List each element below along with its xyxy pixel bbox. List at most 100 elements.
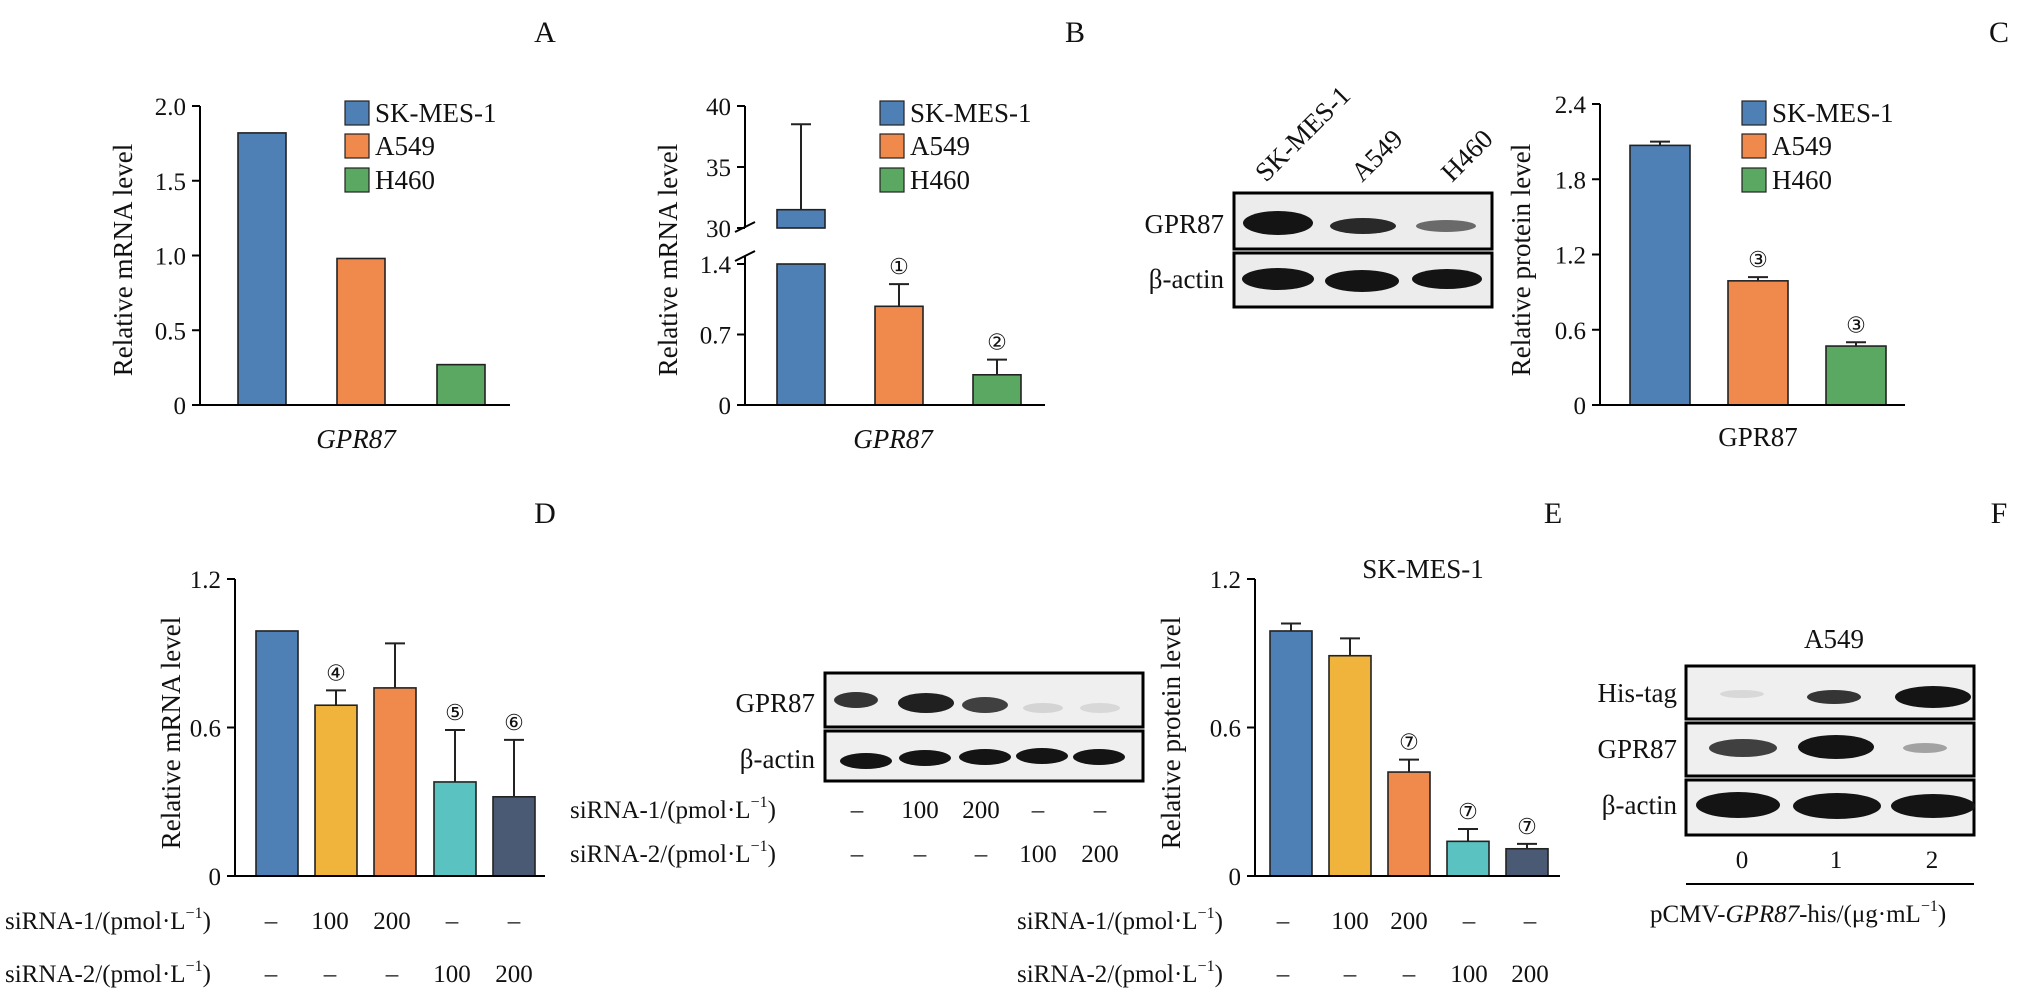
blot-d-label-gpr87: GPR87 — [735, 688, 815, 718]
cond-d-si2-value: – — [323, 961, 337, 988]
chart-c-annotation-2: ③ — [1748, 247, 1768, 272]
blot-f-band-gpr87-1 — [1709, 739, 1777, 757]
legend-b-swatch-a549 — [879, 133, 905, 159]
chart-b-lower-tick-label: 0.7 — [700, 323, 731, 350]
chart-d-bar-5 — [492, 795, 536, 877]
cond-blot-si2-value: 200 — [1081, 841, 1119, 868]
chart-c-tick-label: 0.6 — [1555, 318, 1586, 345]
blot-c-lane-sk-mes-1: SK-MES-1 — [1249, 80, 1356, 187]
blot-c-band-actin-3 — [1412, 269, 1482, 289]
cond-e-si2-value: – — [1276, 961, 1290, 988]
chart-d-bar-4 — [433, 781, 477, 877]
cond-d-si1-label: siRNA-1/(pmol·L−1) — [5, 905, 211, 935]
cond-d-si2-label: siRNA-2/(pmol·L−1) — [5, 958, 211, 988]
chart-a-ylabel: Relative mRNA level — [108, 144, 138, 376]
chart-b-legend: SK-MES-1 A549 H460 — [879, 98, 1032, 195]
chart-b-upper-tick-label: 35 — [706, 155, 731, 182]
legend-c-swatch-sk-mes-1 — [1741, 100, 1767, 126]
blot-f: A549 His-tag GPR87 β-actin 0 1 2 pCMV-GP… — [1597, 624, 1976, 928]
chart-a: Relative mRNA level 00.51.01.52.0 GPR87 … — [108, 94, 510, 454]
blot-c-band-gpr87-2 — [1330, 218, 1396, 234]
cond-blot-si1-value: – — [1031, 797, 1045, 824]
chart-c-bar-3 — [1825, 345, 1887, 406]
blot-c-lane-a549: A549 — [1345, 124, 1409, 188]
blot-d-label-actin: β-actin — [740, 744, 816, 774]
cond-d-si2-value: 200 — [495, 961, 533, 988]
chart-e-ylabel: Relative protein level — [1156, 617, 1186, 849]
blot-f-xlabel-post: -his/(μg·mL — [1799, 901, 1921, 928]
legend-a-swatch-sk-mes-1 — [344, 100, 370, 126]
chart-d-bar-2 — [314, 704, 358, 877]
cond-d-si1-value: 200 — [373, 908, 411, 935]
chart-c-annotation-3: ③ — [1846, 312, 1866, 337]
panel-label-e: E — [1544, 497, 1562, 530]
cond-e-si1-close: ) — [1215, 908, 1223, 935]
chart-c-tick-label: 0 — [1574, 393, 1587, 420]
chart-c-bar-2 — [1727, 280, 1789, 406]
chart-e-bar-1 — [1269, 630, 1313, 877]
chart-e-bar-4 — [1446, 840, 1490, 877]
chart-d-bar-3 — [373, 687, 417, 877]
cond-e-si2-close: ) — [1215, 961, 1223, 988]
chart-a-tick-label: 0 — [174, 393, 187, 420]
chart-b: Relative mRNA level 0 0.7 1.4 30 35 40 ① ② GPR… — [653, 94, 1045, 454]
cond-e-si1-value: – — [1276, 908, 1290, 935]
chart-b-xlabel: GPR87 — [853, 424, 934, 454]
blot-f-dose-0: 0 — [1736, 847, 1749, 874]
cond-d-si1-value: – — [264, 908, 278, 935]
chart-a-legend: SK-MES-1 A549 H460 — [344, 98, 497, 195]
blot-f-xlabel-gene: GPR87 — [1726, 901, 1801, 928]
chart-b-upper-tick-label: 40 — [706, 94, 731, 121]
chart-c-legend: SK-MES-1 A549 H460 — [1741, 98, 1894, 195]
cond-e-si1-sup: −1 — [1198, 905, 1215, 922]
panel-label-d: D — [534, 497, 556, 530]
legend-c-swatch-h460 — [1741, 167, 1767, 193]
legend-b-swatch-h460 — [879, 167, 905, 193]
blot-f-band-his-1 — [1720, 690, 1764, 698]
chart-e: Relative protein level SK-MES-1 00.61.2 … — [1156, 554, 1560, 891]
chart-d-tick-label: 0 — [209, 864, 222, 891]
chart-a-xlabel: GPR87 — [316, 424, 397, 454]
blot-d-band-gpr87-1 — [834, 692, 878, 708]
chart-b-bar-3 — [972, 373, 1022, 406]
chart-e-bar-3 — [1387, 771, 1431, 877]
cond-d-si2-value: 100 — [433, 961, 471, 988]
blot-f-band-his-3 — [1895, 686, 1971, 708]
chart-a-tick-label: 2.0 — [155, 94, 186, 121]
cond-d-si1-value: – — [507, 908, 521, 935]
chart-d-bar-1 — [255, 630, 299, 877]
blot-f-label-gpr87: GPR87 — [1597, 734, 1677, 764]
legend-a-h460: H460 — [375, 165, 435, 195]
panel-label-a: A — [534, 16, 556, 49]
blot-f-xlabel-close: ) — [1938, 901, 1946, 928]
blot-d-band-actin-4 — [1016, 748, 1068, 764]
cond-blot-si2-label: siRNA-2/(pmol·L−1) — [570, 838, 776, 868]
blot-f-band-actin-3 — [1891, 794, 1975, 818]
chart-e-tick-label: 0 — [1229, 864, 1242, 891]
chart-b-upper-tick-label: 30 — [706, 216, 731, 243]
legend-b-a549: A549 — [910, 131, 970, 161]
blot-f-xlabel-pre: pCMV- — [1650, 901, 1726, 928]
cond-blot-si1-value: 200 — [962, 797, 1000, 824]
chart-c-ylabel: Relative protein level — [1506, 144, 1536, 376]
legend-b-h460: H460 — [910, 165, 970, 195]
blot-c-label-actin: β-actin — [1149, 264, 1225, 294]
chart-b-annotation-2: ① — [889, 254, 909, 279]
chart-b-lower-tick-label: 0 — [719, 393, 732, 420]
legend-c-h460: H460 — [1772, 165, 1832, 195]
chart-b-upper-bar-1 — [776, 208, 826, 229]
chart-e-bar-5 — [1505, 847, 1549, 877]
cond-blot-si2-close: ) — [768, 841, 776, 868]
chart-b-annotation-3: ② — [987, 330, 1007, 355]
cond-d-si1-text: siRNA-1/(pmol·L — [5, 908, 186, 935]
chart-e-tick-label: 0.6 — [1210, 716, 1241, 743]
cond-blot-si2-text: siRNA-2/(pmol·L — [570, 841, 751, 868]
cond-e-si1-value: 100 — [1331, 908, 1369, 935]
cond-blot-si1-value: – — [1093, 797, 1107, 824]
blot-f-title: A549 — [1804, 624, 1864, 654]
cond-e-si1-value: – — [1462, 908, 1476, 935]
chart-b-lower-bar-1 — [776, 263, 826, 406]
chart-c-xlabel: GPR87 — [1718, 422, 1798, 452]
chart-b-break-mark-1 — [734, 221, 756, 233]
chart-d-ylabel: Relative mRNA level — [156, 617, 186, 849]
